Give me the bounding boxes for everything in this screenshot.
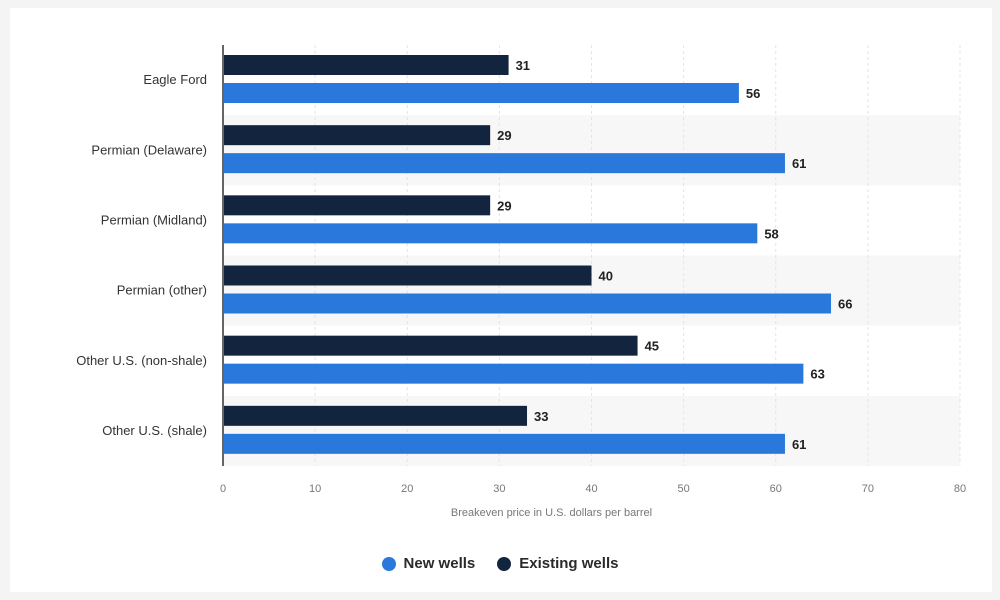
x-tick-label: 70 <box>862 483 874 495</box>
bar <box>224 335 638 356</box>
x-tick-label: 60 <box>770 483 782 495</box>
legend-marker-icon <box>497 556 512 571</box>
x-tick-label: 80 <box>954 483 966 495</box>
x-tick-label: 40 <box>585 483 597 495</box>
category-label: Eagle Ford <box>143 72 207 87</box>
legend-item[interactable]: Existing wells <box>497 555 618 572</box>
data-label: 31 <box>516 58 530 73</box>
bar <box>224 125 491 146</box>
bar <box>224 433 785 454</box>
data-label: 40 <box>599 269 613 284</box>
category-label: Permian (Delaware) <box>91 142 207 157</box>
data-label: 45 <box>645 339 659 354</box>
bar <box>224 55 509 75</box>
legend-label: Existing wells <box>519 555 619 572</box>
category-label: Other U.S. (non-shale) <box>76 353 207 368</box>
bar <box>224 293 832 314</box>
data-label: 29 <box>497 198 511 213</box>
bar <box>224 363 804 384</box>
data-label: 29 <box>497 128 511 143</box>
legend-marker-icon <box>381 556 396 571</box>
bar <box>224 265 592 286</box>
bar <box>224 195 491 216</box>
data-label: 58 <box>764 226 778 241</box>
x-tick-label: 20 <box>401 483 413 495</box>
category-label: Other U.S. (shale) <box>102 423 207 438</box>
x-axis-title: Breakeven price in U.S. dollars per barr… <box>451 507 652 519</box>
legend-label: New wells <box>403 555 476 572</box>
data-label: 61 <box>792 437 806 452</box>
data-label: 61 <box>792 156 806 171</box>
x-tick-label: 30 <box>493 483 505 495</box>
bar <box>224 223 758 244</box>
legend-item[interactable]: New wells <box>381 555 476 572</box>
bar <box>224 153 785 174</box>
data-label: 66 <box>838 297 852 312</box>
bar <box>224 405 528 426</box>
x-tick-label: 0 <box>220 483 226 495</box>
category-label: Permian (other) <box>117 283 207 298</box>
data-label: 56 <box>746 86 760 101</box>
chart-legend: New wells Existing wells <box>0 555 1000 572</box>
category-label: Permian (Midland) <box>101 212 207 227</box>
x-tick-label: 50 <box>678 483 690 495</box>
data-label: 63 <box>810 367 824 382</box>
bar <box>224 83 739 103</box>
data-label: 33 <box>534 409 548 424</box>
x-tick-label: 10 <box>309 483 321 495</box>
